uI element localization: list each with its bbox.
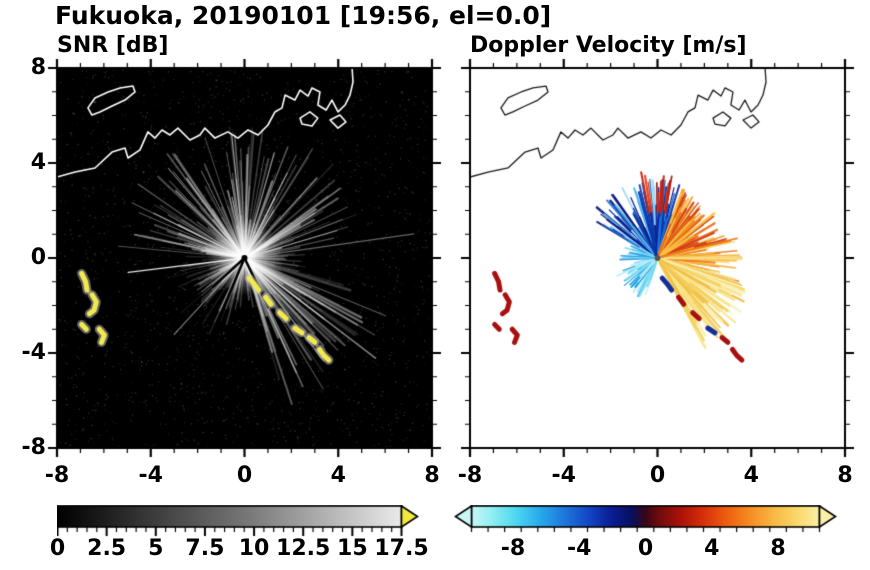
x-tick-label: -8	[457, 463, 483, 488]
colorbar-tick-label: 17.5	[374, 536, 429, 561]
colorbar-tick-label: 2.5	[87, 536, 127, 561]
colorbar-tick-label: 12.5	[276, 536, 331, 561]
x-tick-label: -4	[551, 463, 576, 488]
x-tick-label: 0	[649, 463, 666, 488]
figure-title: Fukuoka, 20190101 [19:56, el=0.0]	[55, 1, 552, 30]
y-tick-label: -4	[21, 340, 46, 365]
x-tick-label: 4	[743, 463, 759, 488]
colorbar-tick-label: 7.5	[185, 536, 225, 561]
snr-plot	[43, 54, 446, 462]
snr-panel-title: SNR [dB]	[57, 33, 169, 58]
y-tick-label: -8	[21, 435, 46, 460]
colorbar-tick-label: 0	[637, 536, 654, 561]
x-tick-label: 8	[837, 463, 853, 488]
y-tick-label: 8	[30, 55, 46, 80]
snr-colorbar	[57, 505, 419, 539]
x-tick-label: 4	[330, 463, 346, 488]
doppler-plot	[456, 54, 859, 462]
x-tick-label: 0	[236, 463, 253, 488]
doppler-colorbar	[454, 505, 837, 539]
colorbar-tick-label: 4	[704, 536, 720, 561]
x-tick-label: -8	[44, 463, 70, 488]
colorbar-tick-label: 8	[770, 536, 786, 561]
colorbar-tick-label: -4	[566, 536, 592, 561]
colorbar-tick-label: 10	[238, 536, 270, 561]
y-tick-label: 0	[30, 245, 46, 270]
doppler-panel-title: Doppler Velocity [m/s]	[470, 33, 747, 58]
colorbar-tick-label: -8	[500, 536, 526, 561]
colorbar-tick-label: 0	[49, 536, 66, 561]
colorbar-tick-label: 5	[148, 536, 164, 561]
colorbar-tick-label: 15	[337, 536, 368, 561]
y-tick-label: 4	[30, 150, 46, 175]
x-tick-label: -4	[138, 463, 163, 488]
x-tick-label: 8	[424, 463, 440, 488]
